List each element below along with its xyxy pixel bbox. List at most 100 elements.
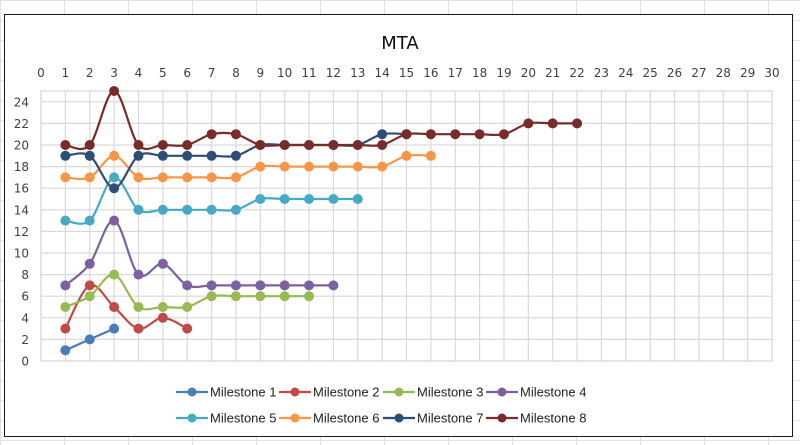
data-point — [352, 161, 363, 172]
data-point — [328, 161, 339, 172]
data-point — [206, 280, 217, 291]
data-point — [304, 161, 315, 172]
data-point — [230, 172, 241, 183]
data-point — [523, 118, 534, 129]
x-tick-label: 7 — [208, 66, 216, 80]
data-point — [84, 280, 95, 291]
series-milestone-4 — [60, 215, 339, 291]
x-tick-label: 5 — [159, 66, 167, 80]
x-tick-label: 2 — [86, 66, 94, 80]
x-tick-label: 18 — [472, 66, 487, 80]
series-line — [65, 89, 578, 151]
data-point — [60, 172, 71, 183]
x-tick-label: 28 — [716, 66, 731, 80]
data-point — [206, 204, 217, 215]
data-point — [182, 280, 193, 291]
data-point — [60, 280, 71, 291]
x-tick-label: 8 — [232, 66, 240, 80]
data-point — [157, 204, 168, 215]
data-point — [182, 302, 193, 312]
legend-item: Milestone 6 — [279, 411, 379, 426]
data-point — [182, 204, 193, 215]
data-point — [401, 150, 412, 161]
data-point — [474, 129, 485, 140]
data-point — [255, 280, 266, 291]
data-point — [109, 323, 120, 334]
data-point — [230, 204, 241, 215]
y-tick-label: 0 — [21, 355, 29, 369]
legend-item: Milestone 1 — [176, 385, 276, 400]
data-point — [206, 150, 217, 161]
data-point — [133, 323, 144, 334]
y-tick-label: 10 — [14, 247, 29, 261]
data-point — [450, 129, 461, 140]
data-point — [84, 140, 95, 150]
x-tick-label: 20 — [521, 66, 536, 80]
y-tick-label: 16 — [14, 182, 29, 196]
data-point — [352, 194, 363, 204]
x-tick-label: 15 — [399, 66, 414, 80]
legend-marker — [394, 387, 404, 397]
data-point — [157, 312, 168, 323]
y-tick-label: 18 — [14, 160, 29, 174]
data-point — [84, 172, 95, 183]
data-point — [255, 140, 266, 150]
x-tick-label: 25 — [643, 66, 658, 80]
legend-item: Milestone 5 — [176, 411, 276, 426]
legend-marker — [290, 413, 300, 423]
data-point — [230, 280, 241, 291]
x-tick-label: 13 — [350, 66, 365, 80]
x-tick-label: 26 — [667, 66, 682, 80]
y-tick-label: 6 — [21, 290, 29, 304]
data-point — [304, 280, 315, 291]
data-point — [133, 269, 144, 280]
x-tick-label: 3 — [110, 66, 118, 80]
data-point — [109, 269, 120, 280]
x-tick-label: 27 — [691, 66, 706, 80]
data-point — [133, 150, 144, 161]
data-point — [304, 194, 315, 204]
legend-marker — [187, 387, 197, 397]
legend-item: Milestone 3 — [383, 385, 483, 400]
chart-title: MTA — [381, 33, 419, 54]
x-tick-label: 24 — [618, 66, 633, 80]
series-milestone-1 — [60, 323, 120, 356]
data-point — [60, 302, 71, 312]
data-point — [425, 129, 436, 140]
x-tick-label: 12 — [326, 66, 341, 80]
data-point — [206, 291, 217, 302]
series-lines — [60, 86, 583, 356]
data-point — [328, 140, 339, 150]
data-point — [328, 280, 339, 291]
data-point — [60, 323, 71, 334]
data-point — [279, 280, 290, 291]
y-tick-label: 12 — [14, 225, 29, 239]
legend-label: Milestone 6 — [313, 411, 379, 426]
x-tick-label: 6 — [183, 66, 191, 80]
data-point — [60, 140, 71, 150]
data-point — [133, 204, 144, 215]
legend-marker — [394, 413, 404, 423]
data-point — [255, 161, 266, 172]
data-point — [84, 334, 95, 345]
data-point — [328, 194, 339, 204]
y-tick-label: 20 — [14, 139, 29, 153]
legend-marker — [497, 387, 507, 397]
x-tick-label: 17 — [448, 66, 463, 80]
data-point — [206, 129, 217, 140]
legend-item: Milestone 2 — [279, 385, 379, 400]
x-tick-label: 9 — [256, 66, 264, 80]
data-point — [157, 140, 168, 150]
data-point — [109, 150, 120, 161]
x-tick-label: 21 — [545, 66, 560, 80]
data-point — [182, 323, 193, 334]
data-point — [498, 129, 509, 140]
data-point — [206, 172, 217, 183]
x-tick-label: 1 — [62, 66, 70, 80]
data-point — [84, 150, 95, 161]
legend-item: Milestone 4 — [486, 385, 586, 400]
y-tick-label: 2 — [21, 333, 29, 347]
series-milestone-5 — [60, 172, 363, 226]
